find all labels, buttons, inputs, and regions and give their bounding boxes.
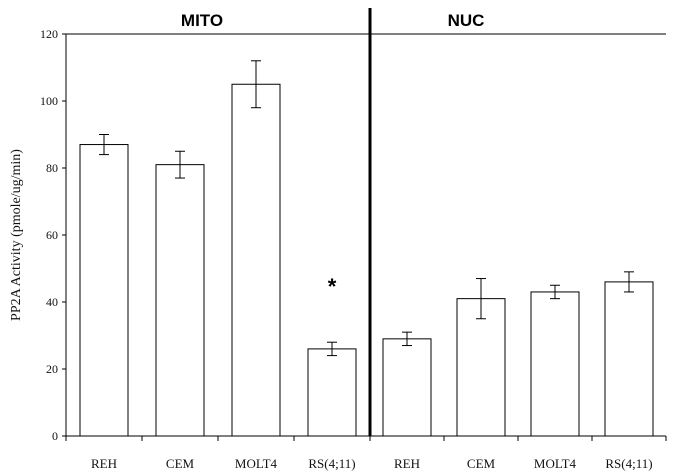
x-category-label: CEM [467,456,496,471]
y-tick-label: 120 [40,27,58,41]
y-tick-label: 60 [46,228,58,242]
y-tick-label: 100 [40,94,58,108]
bar-nuc-reh [382,338,432,437]
y-tick-label: 20 [46,362,58,376]
x-category-label: RS(4;11) [605,456,652,471]
significance-annotation: * [328,274,337,299]
panel-title-nuc: NUC [448,11,485,30]
panel-title-mito: MITO [181,11,223,30]
x-category-label: REH [394,456,420,471]
bar-mito-cem [155,164,205,437]
y-tick-label: 80 [46,161,58,175]
bar-mito-reh [79,144,129,437]
y-axis-title: PP2A Activity (pmole/ug/min) [9,149,24,321]
x-category-label: MOLT4 [534,456,577,471]
bar-nuc-molt4 [530,291,580,437]
x-category-label: MOLT4 [235,456,278,471]
bar-mito-molt4 [231,83,281,437]
bar-nuc-rs411 [604,281,654,437]
x-category-label: CEM [166,456,195,471]
y-tick-label: 40 [46,295,58,309]
x-category-label: RS(4;11) [308,456,355,471]
bar-mito-rs411 [307,348,357,437]
y-tick-label: 0 [52,429,58,443]
x-category-label: REH [91,456,117,471]
bar-nuc-cem [456,298,506,437]
